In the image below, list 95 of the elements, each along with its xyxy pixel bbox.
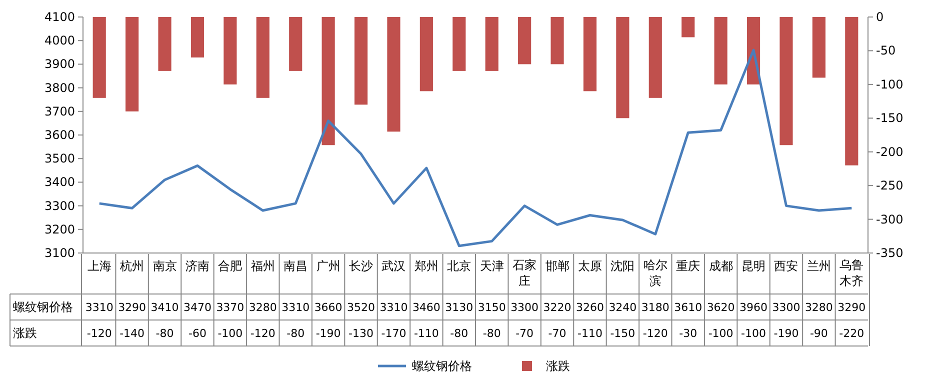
data-label: 3960 — [740, 301, 768, 314]
data-label: 3660 — [314, 301, 342, 314]
data-label: 3370 — [216, 301, 244, 314]
data-label: 3310 — [85, 301, 114, 314]
data-label: -150 — [610, 327, 636, 340]
data-label: 3260 — [576, 301, 604, 314]
data-label: -80 — [482, 327, 501, 340]
x-tick-label: 合肥 — [218, 259, 242, 273]
data-label: -80 — [156, 327, 174, 340]
y2-tick-label: -150 — [876, 111, 904, 126]
x-tick-label: 成都 — [708, 259, 733, 273]
data-label: -120 — [86, 327, 112, 340]
y2-tick-label: -350 — [876, 246, 904, 260]
data-label: 3410 — [150, 301, 179, 314]
data-label: 3240 — [608, 301, 637, 314]
x-tick-label: 太原 — [578, 259, 602, 273]
x-tick-label: 邯郸 — [545, 259, 570, 273]
x-tick-label: 沈阳 — [610, 259, 635, 273]
y-tick-label: 3200 — [44, 222, 75, 236]
legend-label: 涨跌 — [546, 359, 570, 373]
data-label: 3610 — [674, 301, 702, 314]
data-label: 3460 — [412, 301, 440, 314]
legend-label: 螺纹钢价格 — [412, 359, 472, 373]
x-tick-label: 北京 — [447, 259, 472, 273]
y2-tick-label: -200 — [876, 144, 904, 159]
data-label: -190 — [774, 327, 799, 340]
data-label: 3220 — [543, 301, 572, 314]
y2-tick-label: -300 — [876, 212, 904, 226]
data-label: 3280 — [804, 301, 833, 314]
data-label: 3300 — [772, 301, 800, 314]
y-tick-label: 3600 — [44, 128, 75, 142]
y-tick-label: 3800 — [44, 80, 75, 95]
x-tick-label: 福州 — [250, 259, 275, 273]
data-label: -60 — [188, 327, 206, 340]
data-label: 3180 — [641, 301, 670, 314]
data-label: 3620 — [706, 301, 735, 314]
x-tick-label: 广州 — [316, 259, 340, 273]
x-tick-label: 哈尔滨 — [643, 258, 668, 288]
data-label: 3300 — [510, 301, 539, 314]
y-tick-label: 3500 — [44, 152, 75, 166]
data-label: -80 — [450, 327, 468, 340]
data-label: -220 — [839, 327, 864, 340]
y-tick-label: 4000 — [44, 34, 75, 48]
data-label: -120 — [642, 327, 668, 340]
y-tick-label: 3700 — [44, 104, 75, 118]
y-tick-label: 3400 — [44, 175, 75, 190]
text: 螺纹钢价格 — [13, 300, 73, 314]
x-tick-label: 天津 — [480, 259, 504, 273]
y-tick-label: 3900 — [44, 57, 75, 72]
data-label: -80 — [286, 327, 305, 340]
x-tick-label: 南京 — [152, 259, 177, 273]
data-label: 3290 — [118, 301, 146, 314]
y-tick-label: 3300 — [44, 198, 75, 213]
data-label: 3310 — [380, 301, 408, 314]
data-label: -100 — [741, 327, 766, 340]
x-tick-label: 长沙 — [349, 259, 374, 273]
y-tick-label: 4100 — [44, 10, 75, 24]
data-label: 3520 — [347, 301, 376, 314]
y2-tick-label: -250 — [876, 178, 904, 193]
x-tick-label: 昆明 — [742, 259, 766, 273]
y2-tick-label: -100 — [876, 77, 904, 92]
x-tick-label: 济南 — [185, 259, 210, 273]
data-label: 3310 — [282, 301, 310, 314]
data-label: -170 — [381, 327, 406, 340]
data-label: 3150 — [478, 301, 506, 314]
x-tick-label: 石家庄 — [512, 258, 537, 288]
data-label: -90 — [810, 327, 828, 340]
data-label: -70 — [548, 327, 566, 340]
x-tick-label: 西安 — [774, 259, 798, 273]
x-tick-label: 武汉 — [382, 259, 406, 273]
x-tick-label: 上海 — [87, 259, 112, 273]
x-tick-label: 乌鲁木齐 — [840, 258, 864, 288]
data-label: -70 — [516, 327, 534, 340]
y-tick-label: 3100 — [44, 246, 75, 260]
data-label: -110 — [577, 327, 602, 340]
data-label: -110 — [414, 327, 439, 340]
data-label: 3470 — [183, 301, 212, 314]
data-label: 3280 — [248, 301, 277, 314]
x-tick-label: 南昌 — [284, 259, 308, 273]
data-label: 3130 — [445, 301, 474, 314]
data-label: -120 — [250, 327, 276, 340]
data-label: -190 — [316, 327, 341, 340]
x-tick-label: 郑州 — [414, 259, 438, 273]
x-tick-label: 杭州 — [119, 259, 144, 273]
y2-tick-label: -50 — [876, 44, 896, 58]
data-label: -100 — [218, 327, 243, 340]
text: 涨跌 — [13, 326, 37, 340]
x-tick-label: 兰州 — [806, 259, 831, 273]
data-label: -100 — [708, 327, 734, 340]
data-label: -30 — [679, 327, 698, 340]
data-label: 3290 — [838, 301, 866, 314]
data-label: -130 — [348, 327, 374, 340]
data-label: -140 — [120, 327, 145, 340]
y2-tick-label: 0 — [876, 10, 884, 24]
x-tick-label: 重庆 — [676, 259, 700, 273]
